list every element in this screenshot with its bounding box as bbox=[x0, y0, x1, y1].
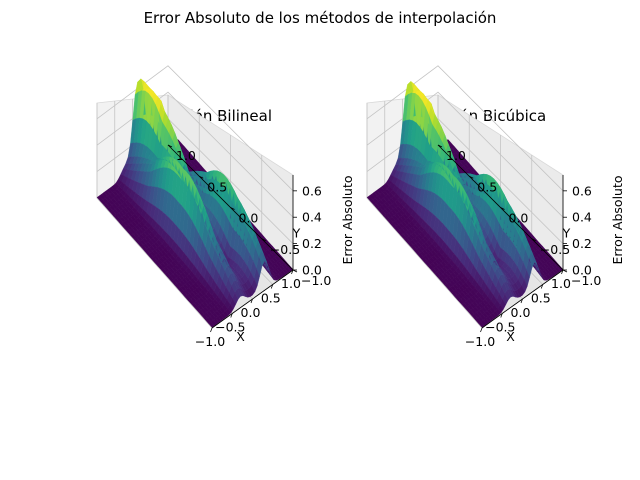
yaxis-label: Y bbox=[292, 226, 301, 241]
x-axis-line bbox=[211, 269, 294, 329]
ytick-label: −0.5 bbox=[270, 242, 300, 257]
ztick-label: 0.2 bbox=[302, 236, 322, 251]
ytick-label: −0.5 bbox=[540, 242, 570, 257]
xtick-label: −1.0 bbox=[195, 334, 225, 349]
ytick-label: 0.5 bbox=[477, 179, 497, 194]
xtick-label: 1.0 bbox=[551, 276, 571, 291]
grid-line bbox=[96, 91, 294, 218]
yaxis-label: Y bbox=[562, 226, 571, 241]
ytick-label: 0.0 bbox=[239, 211, 259, 226]
zaxis-label: Error Absoluto bbox=[610, 175, 625, 264]
xtick-label: 0.0 bbox=[241, 305, 261, 320]
xtick-label: −1.0 bbox=[465, 334, 495, 349]
ztick-label: 0.6 bbox=[302, 183, 322, 198]
xtick-mark bbox=[480, 327, 483, 333]
ytick-label: −1.0 bbox=[301, 273, 331, 288]
grid-line bbox=[96, 65, 294, 192]
xtick-label: 1.0 bbox=[281, 276, 301, 291]
ytick-label: 1.0 bbox=[176, 148, 196, 163]
xaxis-label: X bbox=[506, 329, 515, 344]
ztick-label: 0.2 bbox=[572, 236, 592, 251]
grid-line bbox=[366, 65, 564, 192]
error-surface bbox=[96, 78, 294, 328]
y-axis-line bbox=[167, 144, 294, 271]
subplot-bicubica: Interpolación Bicúbica −1.0−0.50.00.51.0… bbox=[366, 65, 601, 349]
xtick-label: 0.0 bbox=[511, 305, 531, 320]
ytick-label: −1.0 bbox=[571, 273, 601, 288]
grid-line bbox=[366, 91, 564, 218]
xtick-label: 0.5 bbox=[531, 291, 551, 306]
xtick-mark bbox=[210, 327, 213, 333]
ztick-label: 0.4 bbox=[572, 210, 592, 225]
xtick-label: −0.5 bbox=[215, 320, 245, 335]
xaxis-label: X bbox=[236, 329, 245, 344]
grid-line bbox=[366, 118, 564, 244]
xtick-label: −0.5 bbox=[485, 320, 515, 335]
surface-patch bbox=[96, 195, 104, 202]
ztick-label: 0.0 bbox=[572, 263, 592, 278]
ytick-label: 0.5 bbox=[207, 179, 227, 194]
surface-patch bbox=[366, 195, 374, 202]
ytick-label: 1.0 bbox=[446, 148, 466, 163]
ytick-label: 0.0 bbox=[509, 211, 529, 226]
figure-title: Error Absoluto de los métodos de interpo… bbox=[144, 9, 497, 27]
y-axis-line bbox=[437, 144, 564, 271]
subplot-bilineal: Interpolación Bilineal −1.0−0.50.00.51.0… bbox=[96, 65, 331, 349]
error-surface bbox=[366, 80, 564, 328]
zaxis-label: Error Absoluto bbox=[340, 175, 355, 264]
ztick-label: 0.6 bbox=[572, 183, 592, 198]
x-axis-line bbox=[481, 269, 564, 329]
ztick-label: 0.4 bbox=[302, 210, 322, 225]
ztick-label: 0.0 bbox=[302, 263, 322, 278]
xtick-label: 0.5 bbox=[261, 291, 281, 306]
